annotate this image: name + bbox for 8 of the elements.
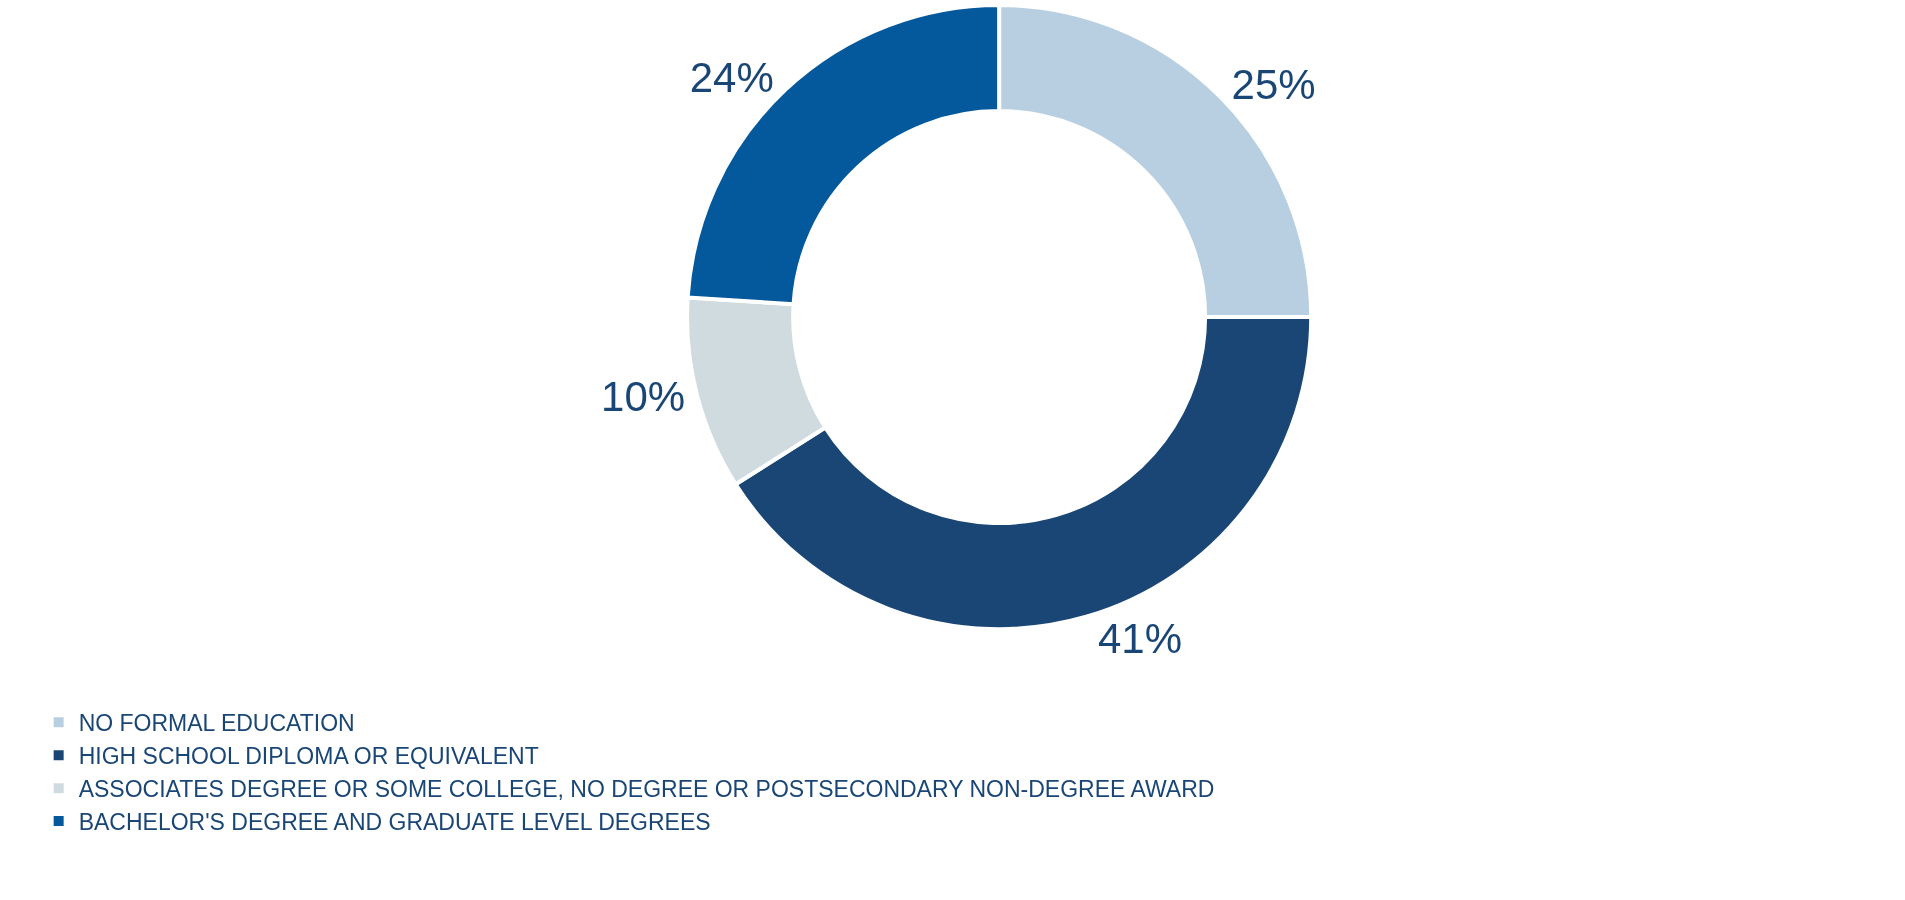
data-label: 10% [601,372,686,420]
data-label: 25% [1231,61,1316,109]
legend-label: HIGH SCHOOL DIPLOMA OR EQUIVALENT [78,743,539,770]
legend-label: ASSOCIATES DEGREE OR SOME COLLEGE, NO DEGREE OR POSTSECONDARY NON-DEGREE AWARD [78,776,1215,803]
data-label: 24% [689,53,774,101]
legend-label: BACHELOR'S DEGREE AND GRADUATE LEVEL DEGREES [78,809,711,836]
legend-label: NO FORMAL EDUCATION [78,710,355,737]
data-label: 41% [1097,614,1182,662]
